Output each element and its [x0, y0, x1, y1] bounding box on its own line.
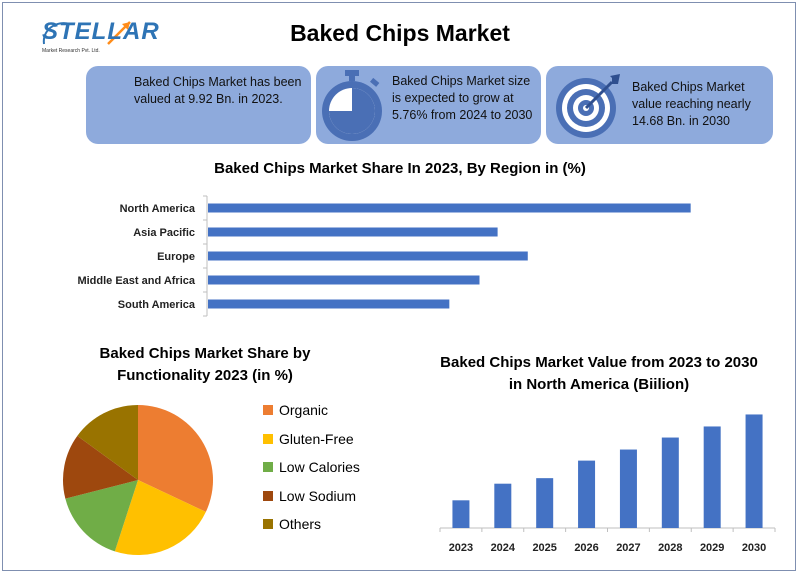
growth-card-text: Baked Chips Market size is expected to g… — [392, 74, 533, 122]
value-bar — [661, 437, 679, 528]
forecast-card: Baked Chips Market value reaching nearly… — [546, 66, 773, 144]
functionality-pie-chart — [63, 405, 213, 555]
value-tick-label: 2030 — [742, 542, 766, 554]
pie-slice — [63, 435, 138, 499]
logo-word: STELLAR — [42, 18, 160, 45]
pie-slice — [77, 405, 138, 480]
value-tick-label: 2026 — [574, 542, 598, 554]
region-tick-label: North America — [120, 203, 196, 215]
value-tick-label: 2028 — [658, 542, 682, 554]
value-bar — [703, 426, 721, 528]
value-bar — [619, 449, 637, 528]
legend-label: Gluten-Free — [279, 430, 354, 447]
region-bar — [208, 299, 450, 309]
value-tick-label: 2029 — [700, 542, 724, 554]
legend-swatch — [263, 462, 273, 472]
region-tick-label: Middle East and Africa — [77, 275, 195, 287]
region-tick-label: South America — [118, 299, 196, 311]
legend-label: Organic — [279, 402, 329, 418]
target-icon — [556, 74, 620, 138]
legend-swatch — [263, 519, 273, 529]
region-tick-label: Europe — [157, 251, 195, 263]
legend-item: Low Sodium — [263, 486, 393, 506]
legend-item: Organic — [263, 400, 393, 420]
region-bar — [208, 203, 691, 213]
region-bar — [208, 251, 528, 261]
logo-tagline: Market Research Pvt. Ltd. — [42, 48, 100, 54]
region-chart-title: Baked Chips Market Share In 2023, By Reg… — [214, 160, 586, 177]
legend-swatch — [263, 433, 273, 444]
legend-item: Gluten-Free — [263, 429, 393, 449]
forecast-card-text: Baked Chips Market value reaching nearly… — [632, 80, 751, 128]
value-bar — [452, 500, 470, 528]
stellar-logo: STELLAR Market Research Pvt. Ltd. — [38, 12, 159, 56]
value-bar-chart: 2023 2024 2025 2026 2027 2028 2029 2030 — [439, 414, 776, 554]
legend-swatch — [263, 490, 273, 501]
region-tick-label: Asia Pacific — [133, 227, 195, 239]
value-bar — [536, 478, 554, 528]
value-chart-title: Baked Chips Market Value from 2023 to 20… — [440, 354, 758, 393]
pie-slice — [114, 480, 206, 555]
legend-swatch — [263, 405, 273, 415]
legend-label: Others — [279, 516, 322, 532]
legend-label: Low Calories — [279, 459, 360, 475]
legend-item: Others — [263, 514, 393, 534]
valuation-card: Baked Chips Market has been valued at 9.… — [86, 66, 311, 144]
value-tick-label: 2024 — [491, 542, 516, 554]
stopwatch-icon — [322, 70, 382, 141]
growth-card: Baked Chips Market size is expected to g… — [316, 66, 541, 144]
pie-slice — [65, 480, 138, 552]
value-tick-label: 2027 — [616, 542, 640, 554]
value-bar — [494, 483, 512, 528]
legend-item: Low Calories — [263, 457, 393, 477]
valuation-card-text: Baked Chips Market has been valued at 9.… — [134, 75, 302, 106]
region-bar-chart: North America Asia Pacific Europe Middle Ea… — [77, 195, 691, 317]
functionality-chart-title: Baked Chips Market Share by Functionalit… — [99, 345, 311, 384]
page-title: Baked Chips Market — [290, 20, 510, 46]
value-bar — [745, 414, 763, 528]
pie-slice — [138, 405, 213, 512]
region-bar — [208, 227, 498, 237]
legend-label: Low Sodium — [279, 487, 357, 504]
value-tick-label: 2023 — [449, 542, 473, 554]
region-bar — [208, 275, 480, 285]
value-bar — [578, 460, 596, 528]
logo-swoosh-icon — [42, 21, 131, 45]
value-tick-label: 2025 — [532, 542, 556, 554]
